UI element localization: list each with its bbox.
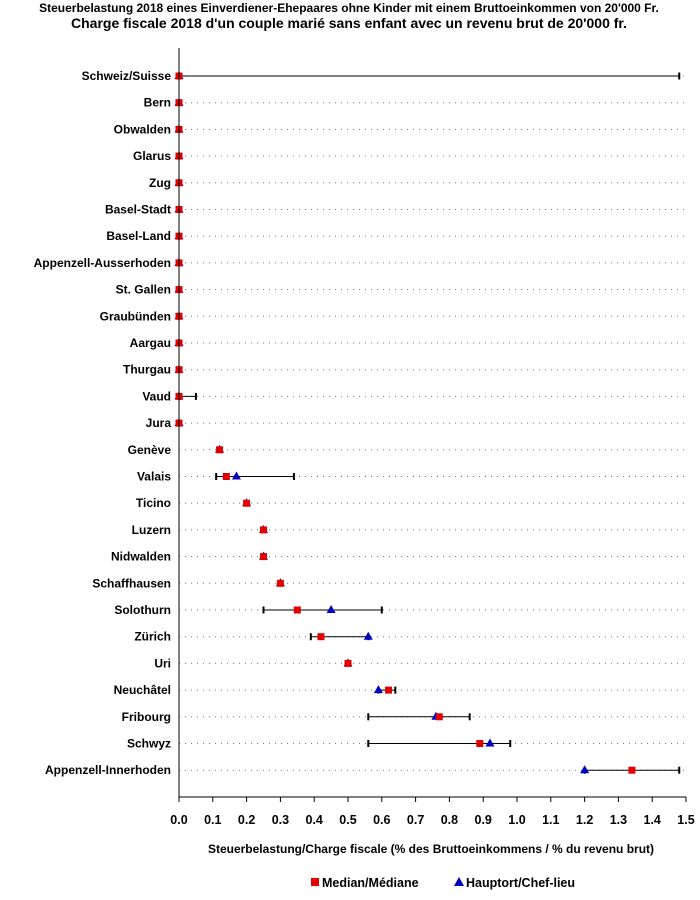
legend-median-marker <box>311 878 319 886</box>
x-tick-label: 0.9 <box>475 813 492 827</box>
x-tick-label: 0.7 <box>407 813 424 827</box>
category-label: Aargau <box>130 336 171 350</box>
category-label: Schaffhausen <box>92 576 171 590</box>
x-tick-label: 1.5 <box>677 813 694 827</box>
capital-marker <box>231 471 241 480</box>
category-label: Basel-Land <box>106 229 171 243</box>
median-marker <box>260 526 267 534</box>
category-label: Appenzell-Innerhoden <box>45 763 171 777</box>
category-label: Ticino <box>136 496 171 510</box>
category-label: St. Gallen <box>116 283 171 297</box>
category-label: Vaud <box>142 389 171 403</box>
median-marker <box>276 579 284 587</box>
category-label: Appenzell-Ausserhoden <box>34 256 171 270</box>
chart-title: Steuerbelastung 2018 eines Einverdiener-… <box>39 1 659 15</box>
category-label: Schweiz/Suisse <box>82 69 172 83</box>
median-marker <box>260 553 267 561</box>
category-label: Zürich <box>134 630 171 644</box>
capital-marker <box>326 605 336 613</box>
legend-median-label: Median/Médiane <box>322 876 419 890</box>
x-tick-label: 0.8 <box>441 813 458 827</box>
x-tick-label: 1.1 <box>542 813 559 827</box>
x-tick-label: 1.0 <box>508 813 525 827</box>
median-marker <box>317 633 325 641</box>
median-marker <box>476 740 484 747</box>
chart-subtitle: Charge fiscale 2018 d'un couple marié sa… <box>71 15 627 31</box>
category-label: Luzern <box>132 523 171 537</box>
x-tick-label: 1.3 <box>610 813 627 827</box>
median-marker <box>435 713 443 721</box>
grid-layer <box>179 75 686 771</box>
category-label: Uri <box>154 656 171 670</box>
category-label: Zug <box>149 176 171 190</box>
x-axis-label: Steuerbelastung/Charge fiscale (% des Br… <box>208 842 654 856</box>
median-marker <box>628 766 636 774</box>
capital-marker <box>485 738 495 747</box>
x-tick-label: 0.3 <box>272 813 289 827</box>
median-marker <box>216 446 224 454</box>
x-tick-label: 1.4 <box>644 813 661 827</box>
x-tick-label: 0.0 <box>170 813 187 827</box>
median-marker <box>222 473 230 480</box>
category-label: Glarus <box>133 149 171 163</box>
x-tick-label: 0.2 <box>238 813 255 827</box>
category-label: Jura <box>146 416 172 430</box>
axis-layer: Schweiz/Suisse Bern Obwalden Glarus Zug Basel… <box>34 48 695 827</box>
category-label: Valais <box>137 470 171 484</box>
category-label: Genève <box>128 443 172 457</box>
median-marker <box>344 659 352 667</box>
range-layer <box>178 72 681 774</box>
x-tick-label: 1.2 <box>576 813 593 827</box>
category-label: Neuchâtel <box>114 683 171 697</box>
category-label: Nidwalden <box>111 550 171 564</box>
x-tick-label: 0.4 <box>306 813 323 827</box>
x-tick-label: 0.5 <box>339 813 356 827</box>
category-label: Basel-Stadt <box>105 203 171 217</box>
category-label: Bern <box>144 96 171 110</box>
category-label: Schwyz <box>127 737 171 751</box>
capital-marker <box>363 631 373 640</box>
category-label: Thurgau <box>123 363 171 377</box>
marker-layer <box>174 71 636 774</box>
legend: Median/Médiane Hauptort/Chef-lieu <box>311 876 575 890</box>
median-marker <box>385 686 393 694</box>
category-label: Obwalden <box>114 122 171 136</box>
x-tick-label: 0.1 <box>204 813 221 827</box>
legend-capital-label: Hauptort/Chef-lieu <box>466 876 575 890</box>
category-label: Fribourg <box>122 710 171 724</box>
capital-marker <box>373 685 383 694</box>
category-label: Graubünden <box>100 309 171 323</box>
legend-capital-marker <box>454 877 464 886</box>
capital-marker <box>580 765 590 774</box>
median-marker <box>243 499 251 507</box>
median-marker <box>293 606 301 614</box>
x-tick-label: 0.6 <box>373 813 390 827</box>
category-label: Solothurn <box>114 603 171 617</box>
